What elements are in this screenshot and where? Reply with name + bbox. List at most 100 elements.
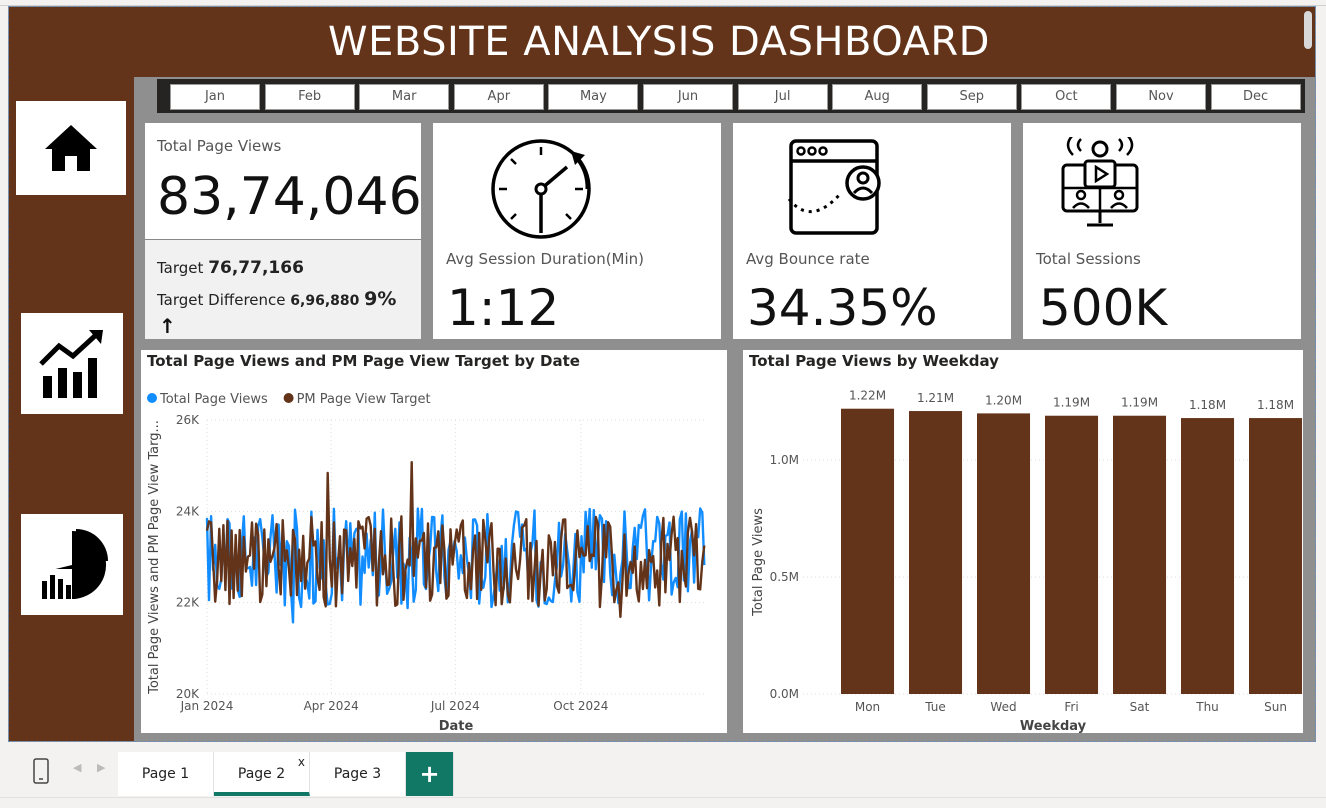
target-value: 76,77,166 (208, 258, 304, 278)
kpi-value: 1:12 (447, 279, 560, 337)
x-tick-label: Wed (990, 700, 1016, 714)
month-button-jul[interactable]: Jul (737, 84, 828, 110)
difference-label: Target Difference (157, 291, 286, 309)
tab-label: Page 1 (141, 766, 190, 782)
nav-trend-button[interactable] (21, 313, 123, 414)
mobile-layout-icon[interactable] (30, 758, 52, 784)
browser-user-icon (787, 139, 881, 235)
data-label: 1.18M (1257, 398, 1294, 412)
month-button-dec[interactable]: Dec (1210, 84, 1301, 110)
line-chart-icon (39, 329, 103, 398)
month-button-mar[interactable]: Mar (359, 84, 450, 110)
month-button-nov[interactable]: Nov (1116, 84, 1206, 110)
difference-value: 6,96,880 (290, 293, 360, 309)
report-canvas: WEBSITE ANALYSIS DASHBOARD (8, 6, 1316, 742)
month-button-jun[interactable]: Jun (643, 84, 733, 110)
kpi-label: Avg Session Duration(Min) (446, 250, 645, 268)
kpi-value: 34.35% (747, 279, 938, 337)
kpi-label: Total Page Views (157, 137, 282, 155)
x-axis-title: Date (439, 719, 474, 733)
series-line (205, 460, 706, 618)
home-icon (45, 125, 97, 171)
bar[interactable] (1249, 418, 1303, 694)
y-tick-label: 26K (176, 413, 200, 427)
x-tick-label: Mon (855, 700, 880, 714)
bar[interactable] (1181, 418, 1235, 694)
kpi-target-panel: Target 76,77,166 Target Difference 6,96,… (145, 239, 421, 339)
month-button-jan[interactable]: Jan (170, 84, 260, 110)
x-tick-label: Thu (1195, 700, 1219, 714)
add-page-button[interactable]: + (406, 752, 454, 796)
kpi-label: Total Sessions (1036, 250, 1141, 268)
legend-label: PM Page View Target (297, 392, 431, 407)
x-tick-label: Tue (924, 700, 946, 714)
y-tick-label: 0.5M (770, 570, 799, 584)
data-label: 1.22M (849, 389, 886, 403)
tab-page-3[interactable]: Page 3 (310, 752, 406, 796)
line-chart-svg: Total Page Views PM Page View Target 20K 22… (147, 392, 706, 733)
bar-chart-visual[interactable]: Total Page Views by Weekday 0.0M 0.5M 1.0M… (743, 350, 1303, 733)
y-tick-label: 20K (176, 687, 200, 701)
nav-breakdown-button[interactable] (21, 514, 123, 615)
y-tick-label: 24K (176, 504, 200, 518)
tab-page-2[interactable]: Page 2 x (214, 752, 310, 796)
data-label: 1.19M (1121, 396, 1158, 410)
close-tab-icon[interactable]: x (297, 755, 305, 769)
tab-page-1[interactable]: Page 1 (118, 752, 214, 796)
bar[interactable] (909, 411, 963, 694)
y-axis-title: Total Page Views and PM Page View Targ..… (147, 420, 162, 695)
data-label: 1.20M (985, 393, 1022, 407)
y-axis-title: Total Page Views (751, 508, 766, 617)
kpi-value: 500K (1039, 279, 1168, 337)
x-tick-label: Apr 2024 (304, 699, 359, 713)
x-tick-label: Fri (1064, 700, 1078, 714)
kpi-value: 83,74,046 (157, 167, 422, 227)
bar[interactable] (1113, 415, 1167, 694)
nav-home-button[interactable] (16, 101, 126, 195)
tab-label: Page 3 (333, 766, 382, 782)
bar-chart-title: Total Page Views by Weekday (749, 352, 999, 370)
video-conference-icon (1061, 137, 1139, 227)
x-tick-label: Sun (1264, 700, 1287, 714)
ribbon-strip (0, 0, 1326, 6)
scrollbar-thumb[interactable] (1304, 11, 1312, 49)
kpi-avg-session: Avg Session Duration(Min) 1:12 (433, 123, 721, 339)
bar[interactable] (977, 413, 1031, 694)
data-label: 1.21M (917, 391, 954, 405)
sidebar (9, 77, 134, 741)
legend-label: Total Page Views (159, 392, 268, 407)
kpi-bounce-rate: Avg Bounce rate 34.35% (733, 123, 1011, 339)
month-button-feb[interactable]: Feb (264, 84, 355, 110)
data-label: 1.19M (1053, 396, 1090, 410)
bar[interactable] (1045, 415, 1099, 694)
line-chart-visual[interactable]: Total Page Views and PM Page View Target… (141, 350, 727, 733)
legend-marker (147, 393, 157, 403)
pie-bar-chart-icon (38, 528, 108, 601)
kpi-total-page-views: Total Page Views 83,74,046 Target 76,77,… (145, 123, 422, 339)
plus-icon: + (419, 760, 440, 788)
difference-pct: 9% (364, 288, 397, 310)
month-button-apr[interactable]: Apr (453, 84, 544, 110)
y-tick-label: 0.0M (770, 687, 799, 701)
legend-marker (283, 393, 294, 403)
trend-up-icon: ↑ (159, 314, 176, 338)
status-strip (0, 797, 1326, 808)
month-button-may[interactable]: May (548, 84, 639, 110)
x-tick-label: Jan 2024 (180, 699, 234, 713)
bar[interactable] (841, 408, 895, 694)
tab-scroll-left-icon[interactable]: ◀ (73, 761, 82, 774)
tab-scroll-right-icon[interactable]: ▶ (97, 761, 106, 774)
month-button-sep[interactable]: Sep (926, 84, 1017, 110)
x-axis-title: Weekday (1020, 719, 1087, 733)
y-tick-label: 22K (176, 596, 200, 610)
month-slicer: Jan Feb Mar Apr May Jun Jul Aug Sep Oct Nov Dec (157, 79, 1305, 113)
month-button-aug[interactable]: Aug (832, 84, 923, 110)
x-tick-label: Sat (1130, 700, 1150, 714)
x-tick-label: Jul 2024 (430, 699, 480, 713)
page-tabs-bar: ◀ ▶ Page 1 Page 2 x Page 3 + (0, 748, 1326, 798)
y-tick-label: 1.0M (770, 453, 799, 467)
month-button-oct[interactable]: Oct (1021, 84, 1112, 110)
dashboard-header: WEBSITE ANALYSIS DASHBOARD (9, 7, 1315, 77)
bar-chart-svg: 0.0M 0.5M 1.0M 1.22M Mon 1.21M Tue 1.20M Wed 1.19… (751, 389, 1303, 733)
kpi-label: Avg Bounce rate (746, 250, 870, 268)
